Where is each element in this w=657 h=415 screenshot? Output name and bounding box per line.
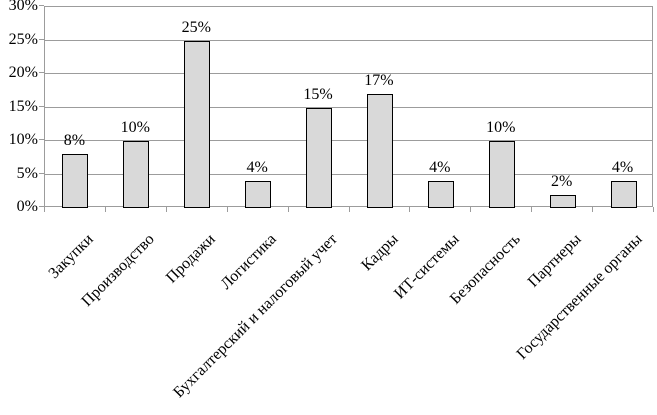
bar-value-label: 4% (611, 159, 634, 177)
x-axis-tick (105, 207, 106, 212)
bar-value-label: 25% (181, 18, 211, 36)
y-axis-tick-label: 15% (8, 97, 38, 115)
bar (245, 181, 272, 208)
grid-line (45, 173, 652, 175)
y-axis-tick (39, 206, 44, 207)
x-axis-tick (531, 207, 532, 212)
bar (366, 94, 393, 208)
x-axis-tick (592, 207, 593, 212)
x-axis-tick (653, 207, 654, 212)
y-axis-tick-label: 0% (16, 198, 38, 215)
bar (610, 181, 637, 208)
x-axis-tick (288, 207, 289, 212)
x-axis-tick (44, 207, 45, 212)
grid-line (45, 140, 652, 141)
grid-line (45, 73, 652, 74)
y-axis-tick-label: 25% (8, 30, 38, 48)
bar-value-label: 10% (120, 119, 150, 136)
y-axis-tick (39, 139, 44, 140)
x-axis-tick (227, 207, 228, 212)
bar-value-label: 4% (429, 159, 451, 177)
x-axis-tick (470, 207, 471, 212)
bar-value-label: 8% (63, 132, 86, 150)
bar (62, 154, 89, 208)
bar (549, 194, 576, 208)
bar-value-label: 4% (246, 159, 268, 177)
y-axis-tick (39, 72, 44, 73)
y-axis-tick-label: 20% (8, 64, 38, 81)
bar-value-label: 17% (364, 72, 394, 90)
bar (184, 40, 211, 208)
y-axis-tick (39, 38, 44, 40)
grid-line (45, 39, 652, 41)
plot-area (44, 6, 653, 208)
y-axis-tick-label: 30% (8, 0, 38, 14)
bar (427, 181, 454, 208)
grid-line (45, 106, 652, 108)
bar (123, 141, 150, 208)
bar-value-label: 2% (550, 172, 573, 190)
x-axis-tick (409, 207, 410, 212)
y-axis-tick (39, 105, 44, 107)
bar-value-label: 15% (303, 85, 333, 103)
bar (306, 107, 333, 208)
y-axis-tick (39, 172, 44, 174)
bar (488, 141, 515, 208)
x-axis-tick (349, 207, 350, 212)
y-axis-tick-label: 5% (16, 164, 38, 182)
x-axis-tick (166, 207, 167, 212)
y-axis-tick (39, 5, 44, 6)
y-axis-tick-label: 10% (8, 131, 38, 148)
bar-value-label: 10% (486, 119, 516, 136)
